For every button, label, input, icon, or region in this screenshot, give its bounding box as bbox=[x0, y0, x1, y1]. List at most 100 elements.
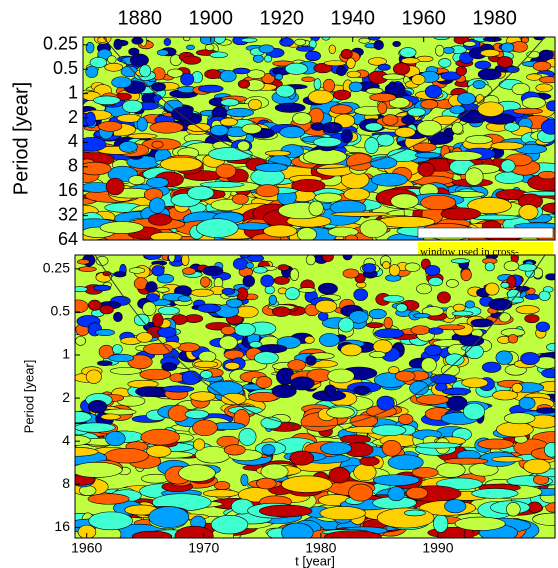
contour-blob bbox=[294, 38, 307, 46]
contour-blob bbox=[146, 177, 169, 188]
contour-blob bbox=[261, 73, 276, 84]
contour-blob bbox=[495, 350, 513, 365]
contour-blob bbox=[346, 70, 362, 79]
contour-blob bbox=[511, 382, 523, 393]
contour-blob bbox=[521, 96, 546, 109]
contour-blob bbox=[384, 82, 406, 96]
contour-blob bbox=[340, 434, 371, 444]
contour-blob bbox=[202, 265, 224, 276]
contour-blob bbox=[284, 62, 308, 75]
contour-blob bbox=[414, 152, 441, 159]
contour-blob bbox=[289, 450, 315, 466]
wavelet-field bbox=[83, 37, 555, 240]
contour-blob bbox=[349, 414, 378, 428]
contour-blob bbox=[368, 57, 387, 66]
cone-of-influence bbox=[102, 37, 546, 169]
contour-blob bbox=[404, 262, 421, 272]
contour-blob bbox=[273, 276, 290, 285]
contour-blob bbox=[388, 366, 400, 375]
contour-blob bbox=[348, 483, 374, 502]
contour-blob bbox=[248, 98, 262, 111]
contour-blob bbox=[518, 396, 536, 410]
contour-blob bbox=[99, 304, 114, 315]
contour-blob bbox=[198, 350, 217, 363]
contour-blob bbox=[382, 295, 405, 303]
contour-blob bbox=[541, 119, 555, 135]
contour-blob bbox=[342, 268, 360, 279]
contour-blob bbox=[111, 76, 132, 89]
contour-blob bbox=[417, 162, 435, 177]
contour-blob bbox=[546, 342, 555, 352]
contour-blob bbox=[371, 424, 407, 437]
contour-blob bbox=[150, 231, 183, 240]
contour-blob bbox=[326, 406, 355, 419]
contour-blob bbox=[268, 294, 278, 306]
contour-blob bbox=[454, 516, 506, 531]
contour-blob bbox=[327, 368, 355, 384]
contour-blob bbox=[151, 265, 165, 277]
contour-blob bbox=[372, 474, 420, 486]
contour-blob bbox=[259, 504, 313, 518]
contour-blob bbox=[323, 60, 347, 67]
contour-blob bbox=[263, 54, 273, 63]
contour-blob bbox=[331, 211, 390, 217]
contour-blob bbox=[219, 117, 238, 127]
y-tick-label: 64 bbox=[58, 229, 78, 249]
contour-blob bbox=[78, 266, 97, 272]
contour-blob bbox=[492, 389, 519, 401]
contour-blob bbox=[443, 151, 483, 161]
contour-blob bbox=[215, 163, 237, 179]
contour-blob bbox=[435, 44, 445, 57]
contour-blob bbox=[435, 382, 448, 392]
contour-blob bbox=[148, 506, 190, 528]
contour-blob bbox=[377, 63, 391, 71]
contour-blob bbox=[249, 341, 263, 349]
contour-blob bbox=[162, 385, 195, 393]
contour-blob bbox=[136, 117, 148, 132]
contour-blob bbox=[403, 509, 426, 517]
contour-blob bbox=[463, 41, 477, 47]
contour-blob bbox=[296, 227, 317, 240]
contour-blob bbox=[271, 306, 291, 317]
contour-blob bbox=[100, 413, 121, 421]
contour-blob bbox=[85, 41, 95, 54]
y-tick-label: 0.25 bbox=[43, 260, 70, 276]
contour-blob bbox=[182, 267, 196, 275]
contour-blob bbox=[503, 260, 520, 272]
contour-blob bbox=[395, 303, 408, 313]
contour-blob bbox=[122, 99, 143, 114]
contour-blob bbox=[500, 282, 510, 289]
contour-blob bbox=[428, 327, 444, 335]
contour-blob bbox=[255, 163, 288, 172]
contour-blob bbox=[538, 170, 555, 180]
contour-blob bbox=[85, 369, 102, 384]
contour-blob bbox=[464, 344, 484, 360]
contour-blob bbox=[446, 395, 468, 411]
contour-blob bbox=[340, 343, 363, 357]
contour-blob bbox=[477, 101, 505, 117]
contour-blob bbox=[362, 263, 377, 273]
contour-blob bbox=[171, 106, 194, 122]
contour-blob bbox=[75, 336, 87, 346]
contour-blob bbox=[543, 442, 555, 458]
contour-blob bbox=[399, 47, 417, 58]
contour-blob bbox=[220, 392, 247, 406]
x-tick-label: 1980 bbox=[305, 540, 336, 556]
contour-blob bbox=[204, 43, 215, 51]
contour-blob bbox=[148, 197, 166, 214]
contour-blob bbox=[88, 299, 102, 311]
y-tick-label: 8 bbox=[68, 156, 78, 176]
contour-blob bbox=[318, 282, 338, 295]
contour-blob bbox=[405, 486, 429, 500]
contour-blob bbox=[471, 488, 519, 499]
contour-blob bbox=[387, 486, 405, 502]
contour-blob bbox=[535, 321, 550, 332]
contour-blob bbox=[93, 284, 112, 292]
contour-blob bbox=[135, 386, 164, 397]
contour-blob bbox=[246, 69, 266, 79]
contour-blob bbox=[470, 318, 494, 328]
contour-blob bbox=[518, 204, 539, 220]
contour-blob bbox=[113, 311, 123, 322]
contour-blob bbox=[147, 213, 172, 226]
contour-blob bbox=[416, 394, 450, 405]
